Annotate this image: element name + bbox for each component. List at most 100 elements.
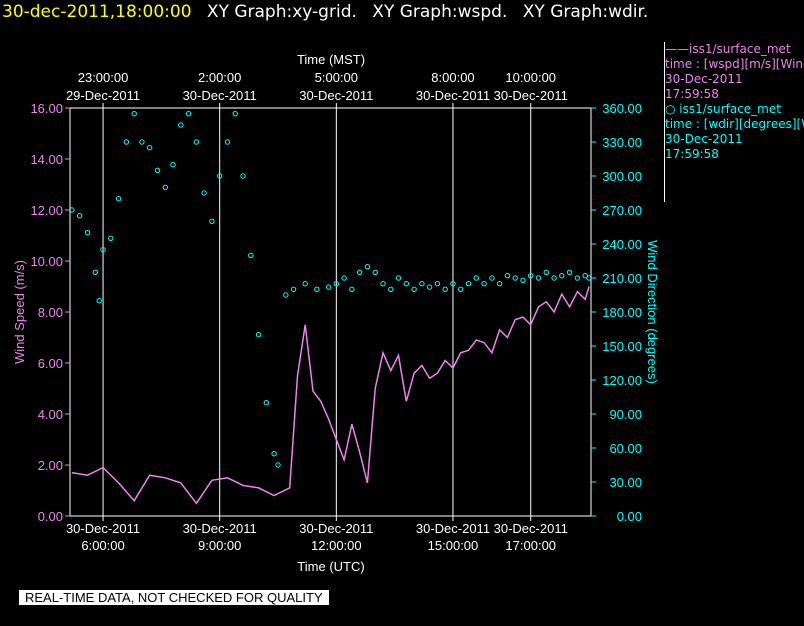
x-tick-time: 9:00:00: [198, 538, 241, 553]
wind-direction-point: [473, 275, 479, 281]
x-tick-date: 30-Dec-2011: [66, 521, 140, 536]
wind-direction-point: [380, 281, 386, 287]
wind-direction-point: [131, 111, 137, 117]
right-tick-label: 30.00: [609, 475, 642, 490]
wind-direction-point: [535, 275, 542, 281]
wind-direction-point: [551, 275, 557, 281]
right-tick-label: 270.00: [602, 203, 642, 218]
wind-direction-point: [442, 286, 448, 292]
right-tick-label: 150.00: [602, 339, 642, 354]
legend-wdir-var: time : [wdir][degrees][W: [665, 117, 804, 131]
x-tick-time: 6:00:00: [81, 538, 124, 553]
left-tick-label: 16.00: [30, 101, 63, 116]
wind-direction-point: [481, 281, 487, 287]
x-tick-time: 15:00:00: [428, 538, 479, 553]
left-axis: 0.00 2.00 4.00 6.00 8.00 10.00 12.00 14.00 16.00: [30, 101, 70, 524]
legend-wspd-var: time : [wspd][m/s][Wind: [665, 57, 804, 71]
wind-direction-point: [528, 273, 534, 279]
wind-direction-point: [154, 167, 161, 174]
left-tick-label: 2.00: [38, 458, 63, 473]
legend-wdir-time: 17:59:58: [665, 147, 719, 161]
wind-direction-point: [372, 269, 378, 275]
wind-direction-point: [512, 275, 518, 281]
legend-wdir-date: 30-Dec-2011: [665, 132, 743, 146]
graph-title-2: XY Graph:wspd.: [372, 2, 508, 22]
right-tick-label: 180.00: [602, 305, 642, 320]
x-tick-date: 30-Dec-2011: [183, 521, 257, 536]
right-tick-label: 360.00: [602, 101, 642, 116]
legend-wspd-date: 30-Dec-2011: [665, 72, 743, 86]
grid: [102, 108, 532, 516]
wind-direction-point: [582, 273, 588, 279]
legend-wspd-title: ——iss1/surface_met: [665, 42, 791, 56]
wind-direction-point: [248, 252, 254, 259]
wind-direction-point: [364, 264, 371, 270]
right-tick-label: 90.00: [609, 407, 642, 422]
wind-direction-point: [162, 184, 169, 191]
wind-direction-point: [574, 275, 581, 281]
wind-direction-point: [426, 284, 433, 290]
wind-direction-point: [325, 284, 332, 290]
right-tick-label: 60.00: [609, 441, 642, 456]
top-tick-date: 30-Dec-2011: [183, 88, 257, 103]
top-tick-time: 10:00:00: [505, 70, 556, 85]
wind-direction-point: [349, 286, 355, 292]
x-tick-date: 30-Dec-2011: [299, 521, 373, 536]
plot-frame: [69, 107, 592, 517]
bottom-axis: 30-Dec-2011 6:00:00 30-Dec-2011 9:00:00 30-D…: [66, 516, 568, 553]
left-tick-label: 12.00: [30, 203, 63, 218]
top-tick-date: 30-Dec-2011: [494, 88, 568, 103]
left-tick-label: 4.00: [38, 407, 63, 422]
wind-direction-point: [232, 111, 238, 117]
right-tick-label: 210.00: [602, 271, 642, 286]
wind-direction-point: [185, 111, 192, 117]
wind-direction-point: [341, 275, 347, 281]
wind-direction-point: [271, 451, 277, 457]
wind-speed-line: [71, 286, 590, 505]
quality-banner: REAL-TIME DATA, NOT CHECKED FOR QUALITY: [19, 590, 329, 605]
wind-direction-point: [302, 281, 308, 287]
x-tick-time: 17:00:00: [505, 538, 556, 553]
wind-direction-point: [84, 230, 91, 236]
right-axis: 0.00 30.00 60.00 90.00 120.00 150.00 180.00 210…: [591, 101, 642, 524]
top-tick-time: 5:00:00: [315, 70, 358, 85]
left-tick-label: 14.00: [30, 152, 63, 167]
wind-direction-point: [209, 218, 215, 225]
wind-direction-point: [543, 269, 549, 275]
wind-direction-point: [224, 139, 231, 145]
wind-direction-point: [419, 281, 425, 287]
wind-direction-point: [504, 273, 511, 279]
top-tick-date: 30-Dec-2011: [299, 88, 373, 103]
left-tick-label: 6.00: [38, 356, 63, 371]
right-tick-label: 300.00: [602, 169, 642, 184]
wind-direction-point: [275, 462, 281, 468]
wind-direction-point: [357, 269, 363, 275]
right-tick-label: 0.00: [617, 509, 642, 524]
wind-direction-point: [193, 139, 200, 145]
wind-direction-point: [403, 281, 409, 287]
wind-direction-point: [139, 139, 145, 145]
legend: ——iss1/surface_met time : [wspd][m/s][Wi…: [664, 42, 804, 202]
wind-direction-point: [559, 273, 565, 279]
x-tick-date: 30-Dec-2011: [494, 521, 568, 536]
wind-direction-point: [96, 298, 102, 304]
wind-direction-point: [178, 122, 184, 128]
wind-direction-point: [170, 162, 176, 168]
graph-title-3: XY Graph:wdir.: [522, 2, 649, 22]
wind-direction-point: [458, 286, 464, 292]
wind-direction-point: [123, 139, 130, 145]
wind-direction-point: [314, 286, 320, 292]
wind-direction-point: [411, 286, 417, 292]
wind-direction-point: [434, 281, 441, 287]
bottom-axis-label: Time (UTC): [297, 559, 364, 574]
wind-direction-point: [290, 286, 297, 292]
wind-direction-point: [450, 281, 456, 287]
x-tick-date: 30-Dec-2011: [416, 521, 490, 536]
wind-direction-point: [77, 213, 83, 219]
wind-direction-point: [263, 400, 269, 406]
wind-direction-point: [255, 332, 262, 338]
top-tick-time: 2:00:00: [198, 70, 241, 85]
top-tick-date: 29-Dec-2011: [66, 88, 140, 103]
wind-direction-point: [108, 235, 114, 242]
